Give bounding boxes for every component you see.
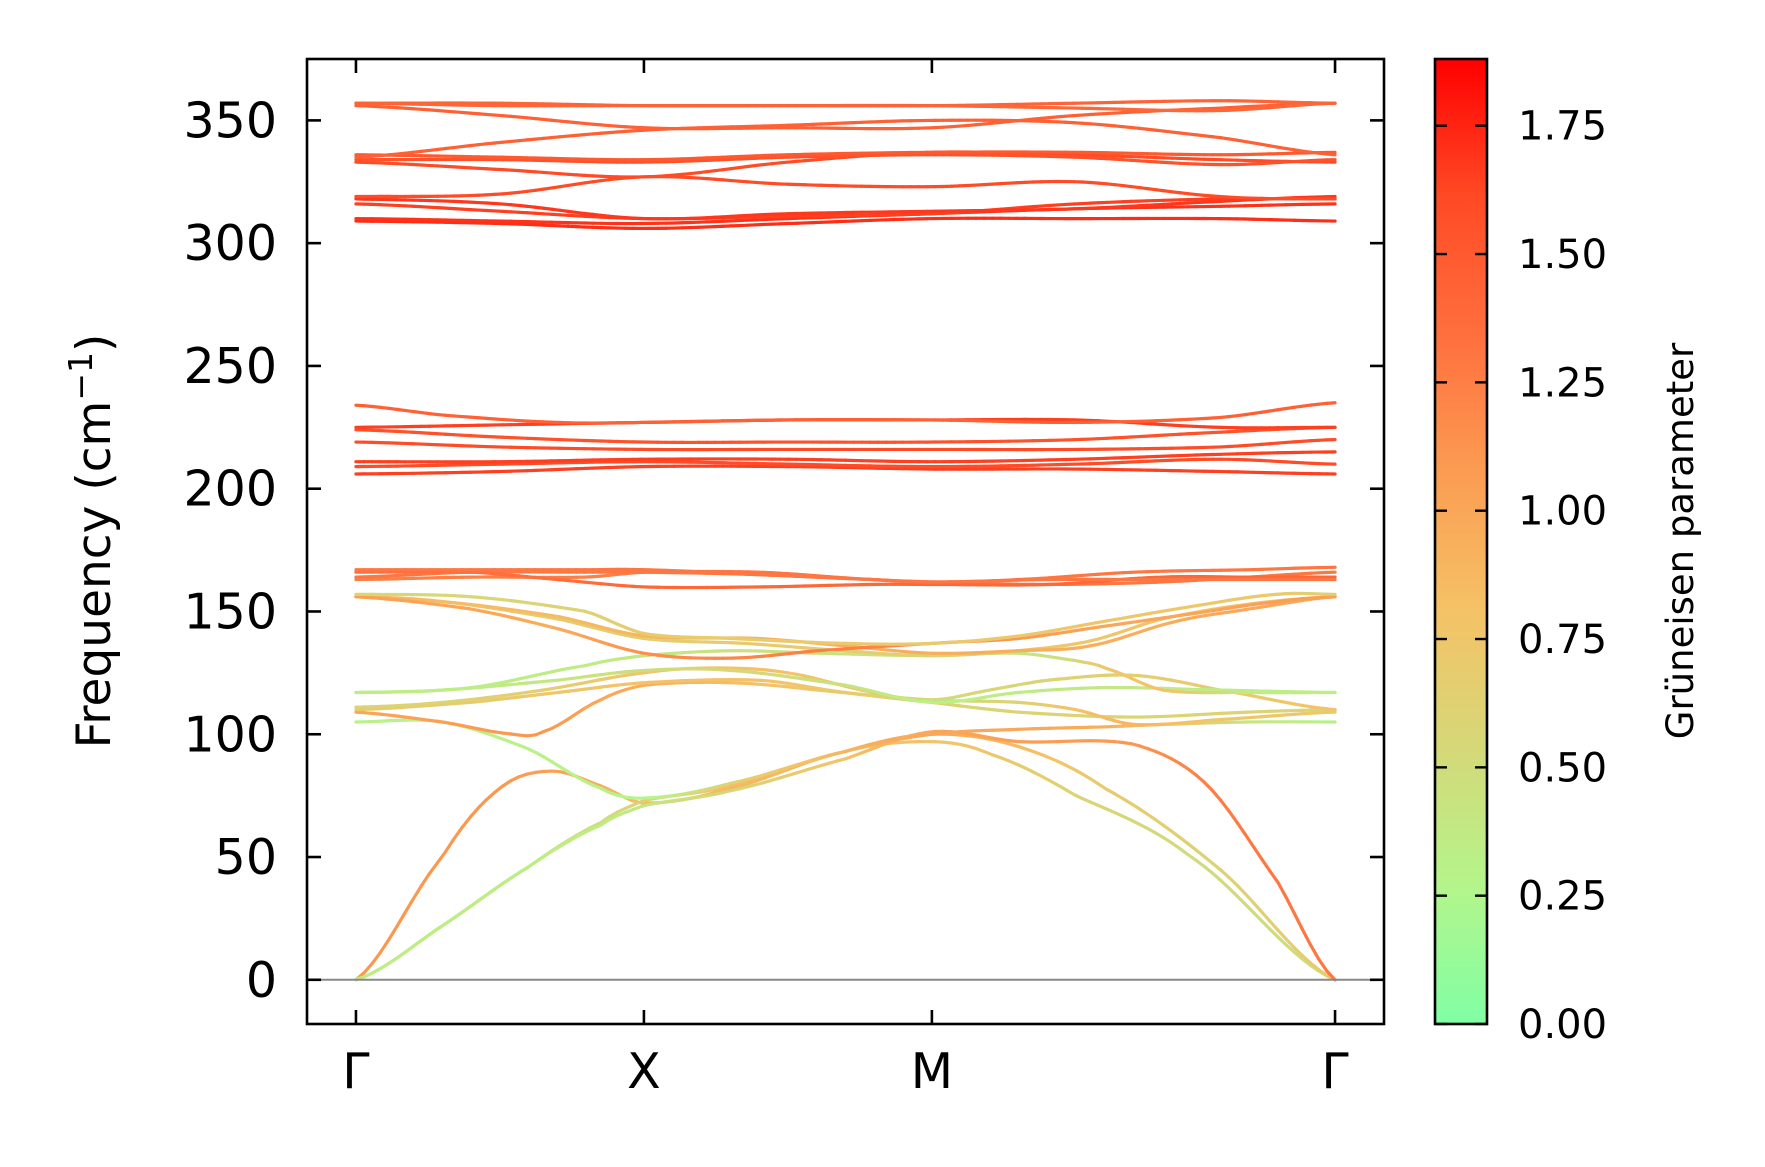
- colorbar-gradient: [1435, 59, 1487, 1024]
- x-tick-label: X: [627, 1043, 661, 1100]
- colorbar-tick-label: 0.75: [1518, 617, 1607, 663]
- y-tick-label: 200: [183, 461, 277, 518]
- colorbar-tick-label: 1.00: [1518, 489, 1607, 535]
- y-tick-label: 100: [183, 706, 277, 763]
- phonon-band: [356, 177, 1335, 199]
- phonon-band: [356, 427, 1335, 442]
- colorbar-tick-label: 0.25: [1518, 874, 1607, 920]
- x-tick-label: Γ: [342, 1043, 370, 1100]
- y-tick-label: 300: [183, 215, 277, 272]
- x-tick-label: Γ: [1321, 1043, 1349, 1100]
- colorbar-tick-label: 0.00: [1518, 1002, 1607, 1048]
- y-tick-label: 350: [183, 92, 277, 149]
- phonon-band: [356, 742, 1335, 980]
- y-tick-label: 50: [215, 829, 277, 886]
- colorbar-label: Grüneisen parameter: [1659, 342, 1702, 739]
- y-tick-label: 0: [246, 952, 277, 1009]
- y-tick-label: 250: [183, 338, 277, 395]
- colorbar: 0.00 0.25 0.50 0.75 1.00 1.25 1.50 1.75: [1435, 59, 1607, 1048]
- phonon-band: [356, 403, 1335, 423]
- colorbar-tick-label: 1.25: [1518, 360, 1607, 406]
- colorbar-tick-label: 0.50: [1518, 745, 1607, 791]
- y-tick-label: 150: [183, 583, 277, 640]
- x-tick-label: M: [911, 1043, 953, 1100]
- plot-frame: [307, 59, 1384, 1024]
- bands-layer: [356, 101, 1335, 980]
- y-axis-label: Frequency (cm−1): [61, 334, 122, 749]
- phonon-band: [356, 120, 1335, 157]
- phonon-band: [356, 466, 1335, 474]
- colorbar-tick-label: 1.50: [1518, 232, 1607, 278]
- colorbar-tick-label: 1.75: [1518, 104, 1607, 150]
